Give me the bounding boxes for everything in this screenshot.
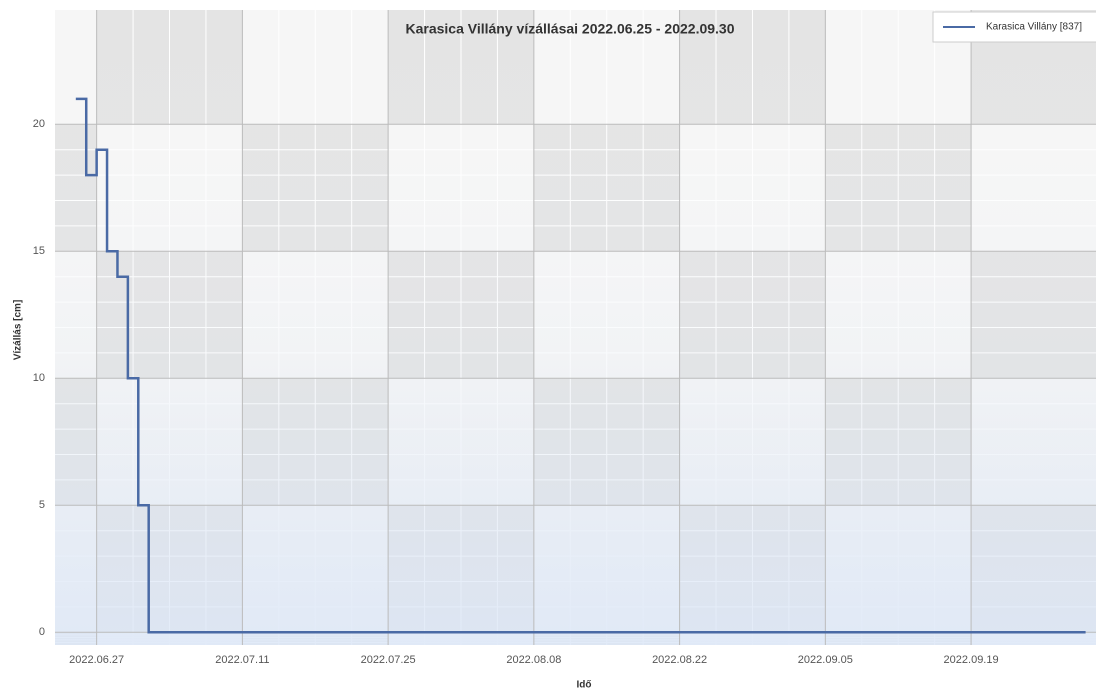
x-tick-label: 2022.09.05	[798, 654, 853, 666]
plot-area	[55, 10, 1096, 645]
y-tick-label: 10	[33, 372, 45, 384]
x-tick-label: 2022.06.27	[69, 654, 124, 666]
y-tick-label: 0	[39, 626, 45, 638]
x-tick-label: 2022.08.08	[506, 654, 561, 666]
x-tick-label: 2022.09.19	[944, 654, 999, 666]
y-tick-label: 5	[39, 499, 45, 511]
chart-title: Karasica Villány vízállásai 2022.06.25 -…	[406, 21, 735, 37]
line-series	[75, 97, 1086, 634]
x-tick-label: 2022.07.11	[215, 654, 269, 666]
plot-background	[55, 10, 1096, 645]
plot-gradient	[55, 10, 1096, 645]
y-tick-label: 15	[33, 245, 45, 257]
x-tick-label: 2022.07.25	[361, 654, 416, 666]
y-axis-label: Vízállás [cm]	[13, 300, 24, 361]
x-tick-label: 2022.08.22	[652, 654, 707, 666]
legend: Karasica Villány [837]	[932, 11, 1096, 43]
y-tick-label: 20	[33, 118, 45, 130]
legend-label: Karasica Villány [837]	[986, 22, 1082, 33]
x-axis-label: Idő	[577, 680, 592, 691]
